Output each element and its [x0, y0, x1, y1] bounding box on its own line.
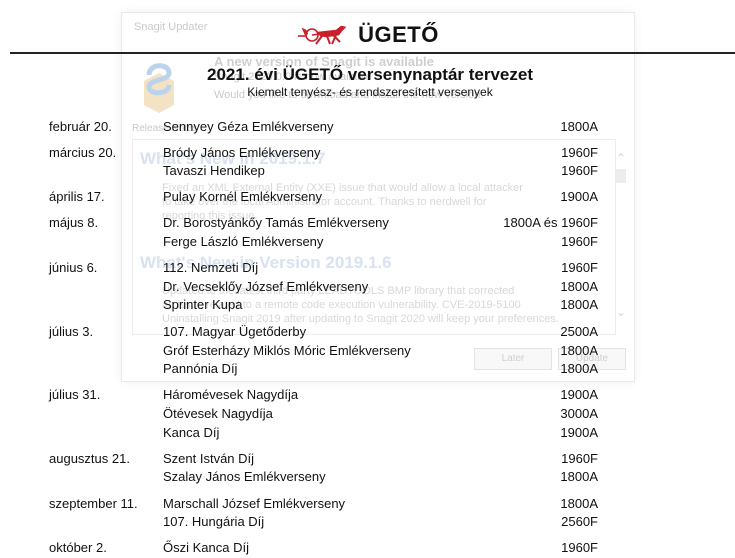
chevron-down-icon: ⌄: [616, 305, 627, 319]
whats-new-heading-1: What's New in 2019.1.7: [140, 149, 326, 168]
race-distance: 1800A: [560, 279, 598, 294]
race-distance: 1800A: [560, 343, 598, 358]
race-name: Sennyey Géza Emlékverseny: [163, 119, 334, 134]
race-name: 112. Nemzeti Díj: [163, 260, 259, 275]
race-distance: 1900A: [560, 189, 598, 204]
race-name: 107. Magyar Ügetőderby: [163, 324, 307, 339]
race-date: október 2.: [49, 540, 107, 555]
race-name: Dr. Borostyánkőy Tamás Emlékverseny: [163, 215, 389, 230]
race-date: június 6.: [49, 260, 98, 275]
note-line: Updated to the latest third party LEADTO…: [162, 285, 515, 297]
snagit-logo-icon: [144, 63, 174, 113]
race-date: február 20.: [49, 119, 112, 134]
race-date: március 20.: [49, 145, 117, 160]
page-subtitle: Kiemelt tenyész- és rendszeresített vers…: [247, 85, 493, 99]
release-notes-label: Release Notes: [132, 123, 198, 134]
update-button[interactable]: Update: [558, 348, 626, 370]
race-name: Sprinter Kupa: [163, 297, 243, 312]
race-name: 107. Hungária Díj: [163, 514, 265, 529]
release-notes-box: [132, 139, 616, 335]
note-line: Uninstalling Snagit 2019 after updating …: [162, 313, 559, 325]
trotting-horse-logo-icon: [298, 25, 347, 45]
race-distance: 1800A: [560, 297, 598, 312]
race-name: Gróf Esterházy Miklós Móric Emlékverseny: [163, 343, 411, 358]
race-distance: 1800A és 1960F: [503, 215, 598, 230]
race-name: Ötévesek Nagydíja: [163, 406, 273, 421]
race-date: július 3.: [49, 324, 94, 339]
race-date: május 8.: [49, 215, 99, 230]
race-name: Őszi Kanca Díj: [163, 540, 249, 555]
note-line: reporting this issue.: [162, 210, 258, 222]
brand: ÜGETŐ: [0, 22, 735, 53]
chevron-up-icon: ⌃: [616, 151, 627, 165]
race-distance: 1800A: [560, 469, 598, 484]
race-distance: 1960F: [561, 451, 598, 466]
notes-scrollbar[interactable]: ⌃ ⌄: [614, 145, 628, 325]
race-name: Marschall József Emlékverseny: [163, 496, 346, 511]
race-distance: 1800A: [560, 361, 598, 376]
race-distance: 2560F: [561, 514, 598, 529]
race-name: Pulay Kornél Emlékverseny: [163, 189, 322, 204]
race-name: Háromévesek Nagydíja: [163, 387, 299, 402]
race-distance: 1900A: [560, 387, 598, 402]
race-name: Ferge László Emlékverseny: [163, 234, 324, 249]
note-line: Fixed an XML External Entity (XXE) issue…: [162, 182, 523, 194]
race-date: augusztus 21.: [49, 451, 130, 466]
note-line: to take over the local Administrator acc…: [162, 196, 487, 208]
dialog-title: Snagit Updater: [134, 21, 208, 33]
race-distance: 1960F: [561, 163, 598, 178]
race-date: április 17.: [49, 189, 105, 204]
page-title: 2021. évi ÜGETŐ versenynaptár tervezet: [207, 65, 533, 84]
race-distance: 2500A: [560, 324, 598, 339]
race-name: Bródy János Emlékverseny: [163, 145, 321, 160]
race-distance: 3000A: [560, 406, 598, 421]
race-date: július 31.: [49, 387, 101, 402]
race-name: Dr. Vecseklőy József Emlékverseny: [163, 279, 369, 294]
race-name: Szalay János Emlékverseny: [163, 469, 326, 484]
whats-new-heading-2: What's New in Version 2019.1.6: [140, 253, 392, 272]
race-name: Pannónia Díj: [163, 361, 238, 376]
race-distance: 1800A: [560, 496, 598, 511]
scroll-thumb[interactable]: [616, 169, 626, 183]
later-button[interactable]: Later: [474, 348, 552, 370]
background-updater-dialog: Snagit Updater A new version of Snagit i…: [121, 12, 635, 382]
dialog-heading: A new version of Snagit is available: [214, 54, 434, 69]
race-distance: 1800A: [560, 119, 598, 134]
race-distance: 1960F: [561, 260, 598, 275]
race-distance: 1960F: [561, 234, 598, 249]
race-distance: 1960F: [561, 145, 598, 160]
dialog-line-1: Snagit 2020.0.0 is now available: [214, 71, 372, 83]
race-name: Tavaszi Hendikep: [163, 163, 265, 178]
race-distance: 1960F: [561, 540, 598, 555]
header-divider: [10, 52, 735, 54]
race-distance: 1900A: [560, 425, 598, 440]
note-line: an issue related to a remote code execut…: [162, 299, 521, 311]
race-date: szeptember 11.: [49, 496, 138, 511]
race-name: Szent István Díj: [163, 451, 255, 466]
race-name: Kanca Díj: [163, 425, 220, 440]
brand-name: ÜGETŐ: [358, 22, 439, 47]
dialog-line-2: Would you like to download and install t…: [214, 89, 484, 101]
